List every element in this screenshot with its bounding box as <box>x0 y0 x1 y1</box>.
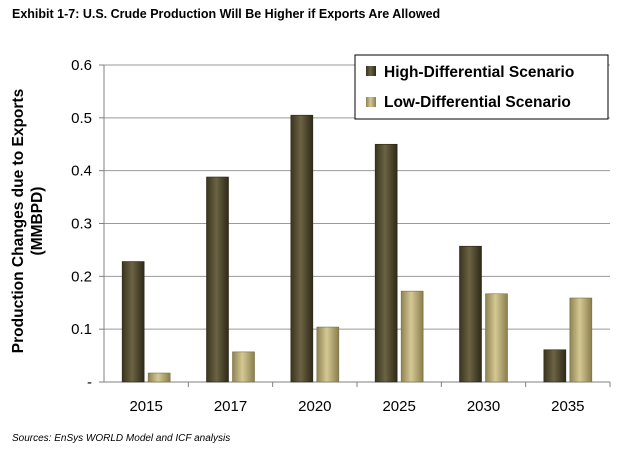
y-axis-title: Production Changes due to Exports <box>10 89 27 353</box>
x-tick-label: 2020 <box>298 398 331 415</box>
legend-swatch-low <box>366 97 376 107</box>
bar-low-2015 <box>147 372 171 383</box>
legend-label-low: Low-Differential Scenario <box>384 94 571 111</box>
legend: High-Differential Scenario Low-Different… <box>354 54 609 120</box>
x-tick-label: 2030 <box>467 398 500 415</box>
bar-low-2030 <box>485 293 508 383</box>
bar-low-2025 <box>400 290 424 383</box>
tick-labels: - 0.1 0.2 0.3 0.4 0.5 0.6 2015 2017 2020 2025 2030 2… <box>71 57 584 415</box>
bar-low-2035 <box>569 297 593 383</box>
y-tick-label: 0.2 <box>71 268 92 285</box>
exhibit-title: Exhibit 1-7: U.S. Crude Production Will … <box>12 7 441 21</box>
legend-label-high: High-Differential Scenario <box>384 64 574 81</box>
bar-high-2025 <box>374 143 398 383</box>
bar-high-2035 <box>543 349 567 383</box>
axes <box>99 64 611 387</box>
x-tick-label: 2017 <box>214 398 247 415</box>
y-axis-unit: (MMBPD) <box>29 187 46 256</box>
x-tick-label: 2015 <box>129 398 162 415</box>
bar-low-2017 <box>232 351 255 383</box>
bar-high-2017 <box>206 176 229 383</box>
y-tick-label: 0.6 <box>71 57 92 74</box>
legend-swatch-high <box>366 66 376 76</box>
bar-high-2020 <box>290 114 314 383</box>
legend-box <box>354 54 609 120</box>
y-tick-label: - <box>87 374 92 391</box>
bar-high-2030 <box>459 245 482 383</box>
y-tick-label: 0.4 <box>71 163 92 180</box>
x-tick-label: 2025 <box>382 398 415 415</box>
bars <box>121 114 593 383</box>
source-note: Sources: EnSys WORLD Model and ICF analy… <box>12 433 231 444</box>
y-tick-label: 0.3 <box>71 216 92 233</box>
bar-low-2020 <box>316 326 340 383</box>
y-tick-label: 0.1 <box>71 321 92 338</box>
bar-high-2015 <box>121 261 145 383</box>
x-tick-label: 2035 <box>551 398 584 415</box>
y-tick-label: 0.5 <box>71 110 92 127</box>
